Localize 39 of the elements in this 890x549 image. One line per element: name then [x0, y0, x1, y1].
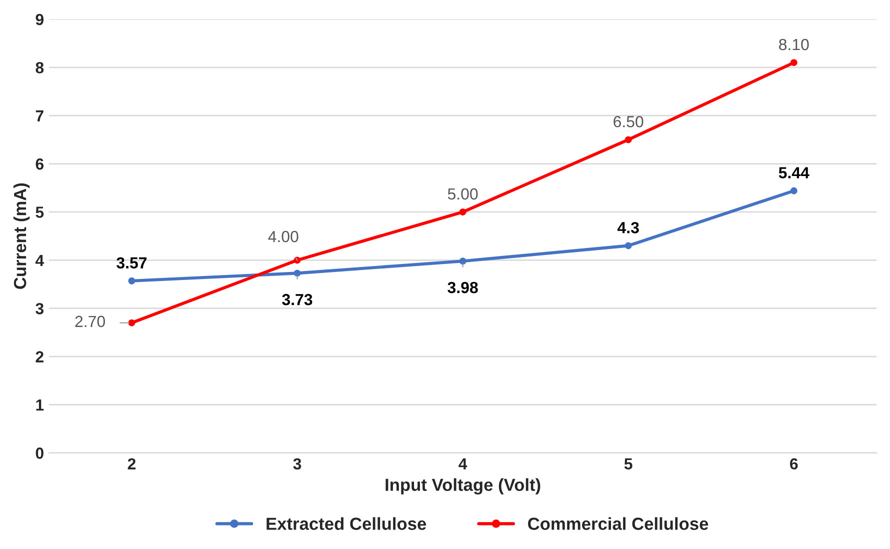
y-tick-label: 5 [36, 206, 44, 218]
point [459, 258, 466, 265]
point [459, 208, 466, 216]
x-tick-label: 5 [624, 458, 632, 470]
legend-label: Extracted Cellulose [266, 517, 426, 530]
x-axis-title: Input Voltage (Volt) [386, 478, 540, 494]
data-label: 4.00 [268, 230, 298, 242]
legend-label: Commercial Cellulose [528, 517, 708, 530]
data-label: 3.73 [282, 294, 312, 306]
x-tick-label: 6 [790, 458, 798, 470]
data-label: 6.50 [614, 116, 644, 128]
point [790, 187, 798, 194]
y-tick-label: 4 [35, 254, 44, 266]
y-tick-label: 9 [36, 14, 44, 26]
data-label: 3.57 [116, 257, 147, 269]
y-tick-label: 3 [36, 302, 44, 314]
x-tick-label: 2 [128, 458, 136, 470]
point [790, 59, 798, 66]
x-tick-label: 4 [458, 458, 468, 470]
data-label: 3.98 [448, 282, 478, 294]
point [624, 242, 632, 250]
data-label: 8.10 [779, 38, 809, 50]
point [128, 319, 136, 326]
data-label: 5.00 [448, 188, 478, 200]
data-label: 5.44 [778, 167, 810, 178]
x-tick-label: 3 [293, 458, 302, 470]
point [624, 136, 632, 144]
y-tick-label: 2 [36, 351, 44, 362]
y-tick-label: 0 [36, 448, 44, 459]
point [294, 270, 301, 277]
y-axis-title: Current (mA) [13, 183, 30, 289]
y-tick-label: 1 [36, 400, 44, 411]
point [294, 256, 301, 264]
data-label: 4.3 [617, 222, 639, 234]
y-tick-label: 8 [36, 62, 44, 74]
y-tick-label: 6 [36, 158, 44, 170]
data-label: 2.70 [75, 316, 105, 328]
point [128, 277, 136, 284]
y-tick-label: 7 [36, 110, 44, 122]
